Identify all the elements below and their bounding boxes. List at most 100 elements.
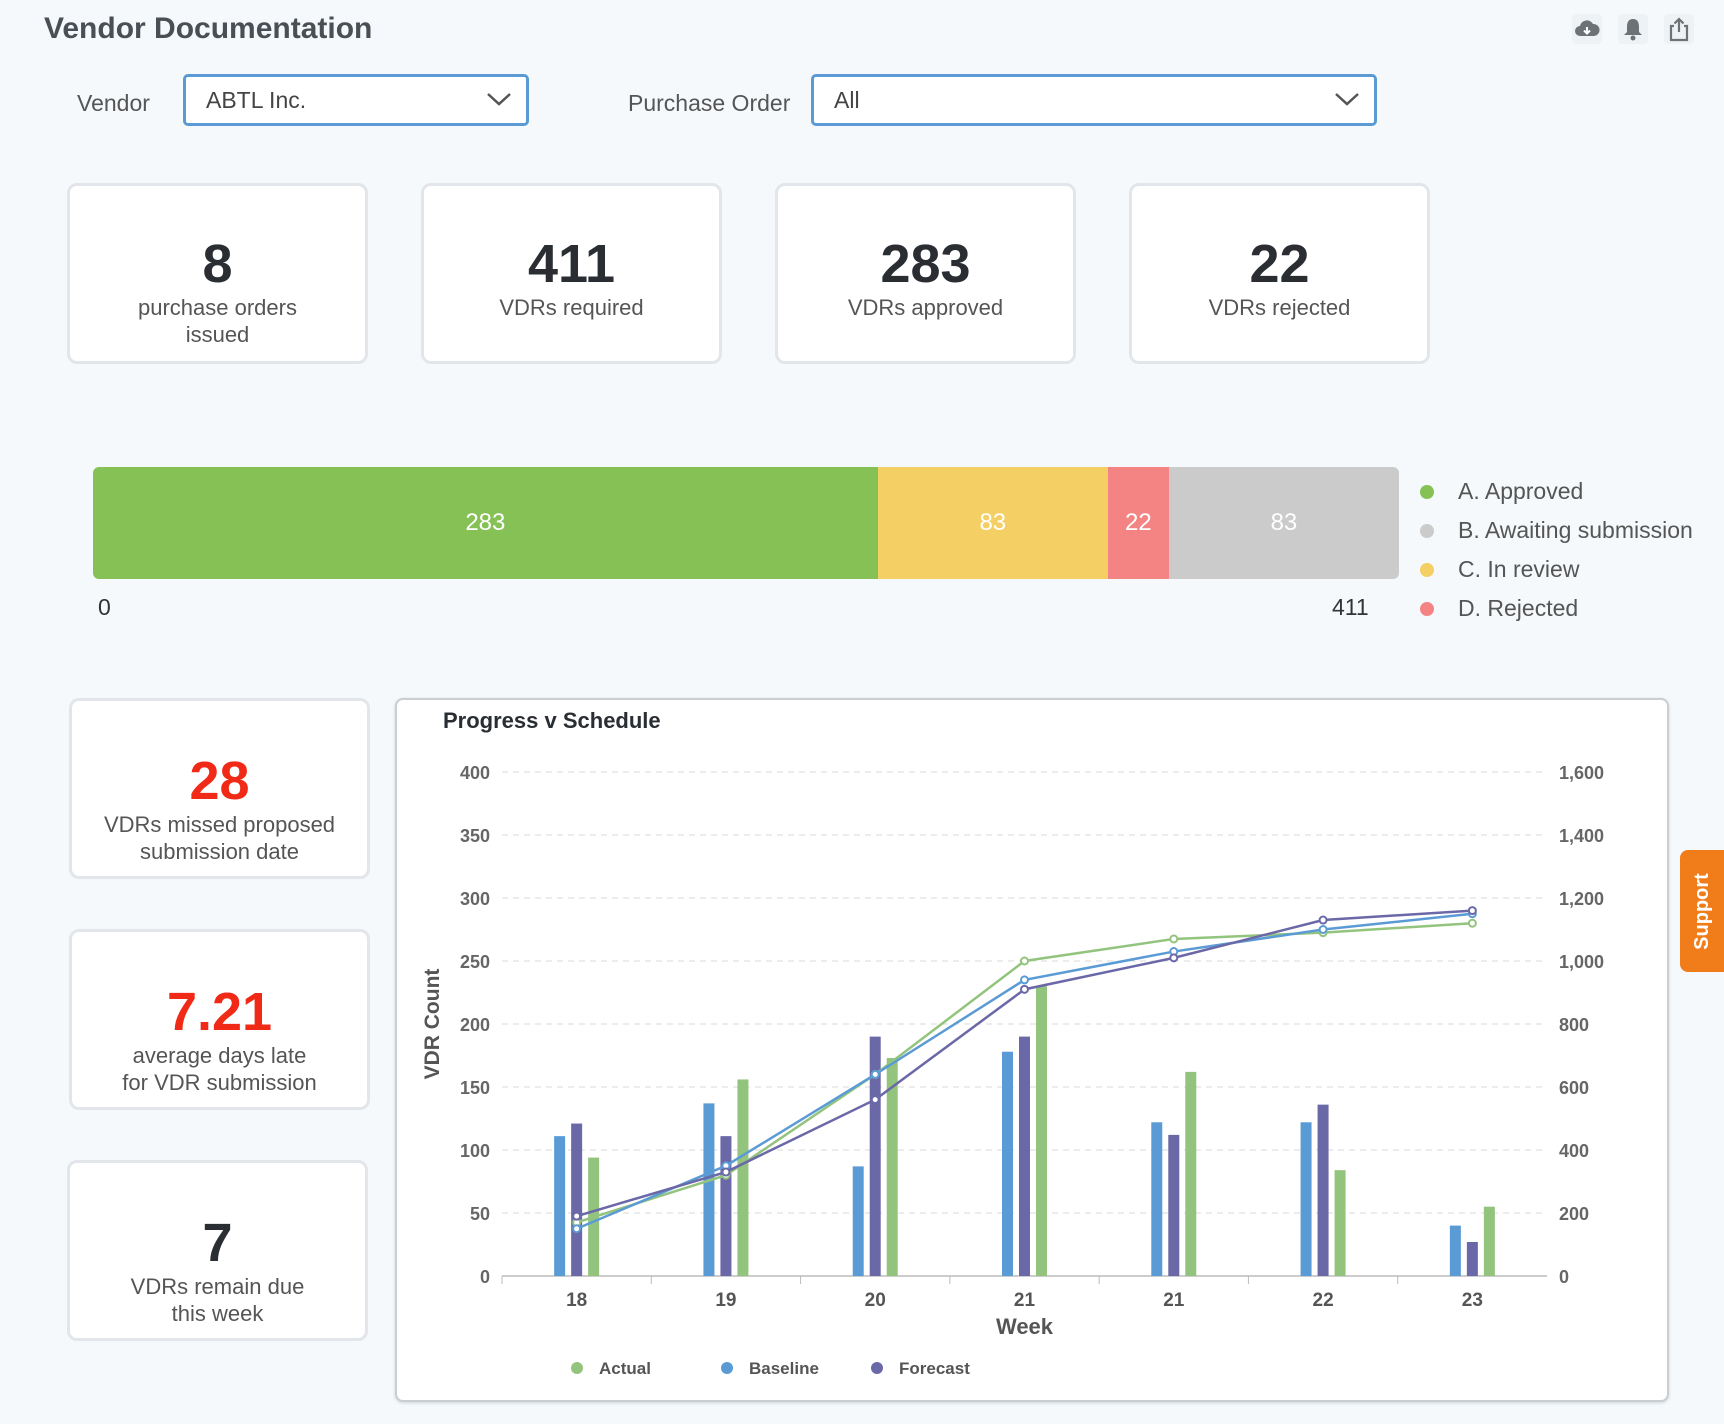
kpi-value: 22 [1249,234,1310,294]
kpi-card-purchase-orders: 8 purchase orders issued [67,183,368,364]
vendor-select[interactable]: ABTL Inc. [183,74,529,126]
legend-label: C. In review [1458,556,1580,582]
chevron-down-icon [487,93,511,106]
point-baseline [1318,925,1328,934]
chart-legend-label: Forecast [899,1359,970,1378]
header-actions [1572,14,1694,44]
status-legend-item: B. Awaiting submission [1420,511,1693,550]
y-tick-label: 200 [460,1015,490,1035]
status-segment-4: 83 [1168,467,1399,579]
y2-tick-label: 600 [1559,1078,1589,1098]
kpi-card-vdrs-required: 411 VDRs required [421,183,722,364]
legend-dot-icon [1420,562,1434,577]
y-tick-label: 50 [470,1204,490,1224]
legend-dot-icon [721,1362,733,1374]
point-forecast [1318,915,1328,925]
kpi-card-due-this-week: 7 VDRs remain due this week [67,1160,368,1341]
kpi-card-missed-dates: 28 VDRs missed proposed submission date [69,698,370,879]
bar-axis-min: 0 [98,594,111,620]
y-tick-label: 250 [460,952,490,972]
bar-forecast [1317,1104,1329,1276]
point-baseline [1020,975,1029,985]
y-tick-label: 0 [480,1267,490,1287]
status-legend: A. Approved B. Awaiting submission C. In r… [1420,472,1693,628]
point-forecast [870,1095,880,1105]
x-tick-label: 19 [715,1290,736,1311]
y2-tick-label: 800 [1559,1015,1589,1035]
point-forecast [1020,984,1029,994]
legend-dot-icon [1420,523,1434,538]
purchase-order-label: Purchase Order [628,90,791,116]
point-baseline [572,1224,582,1234]
share-icon[interactable] [1664,14,1694,44]
y-axis-label: VDR Count [421,969,444,1080]
kpi-label: purchase orders issued [138,295,297,347]
bar-baseline [1002,1051,1013,1276]
progress-chart-card: Progress v Schedule 0 0 50 200 100 400 150 600 20… [395,698,1669,1402]
legend-dot-icon [1420,484,1434,499]
y2-tick-label: 200 [1559,1204,1589,1224]
kpi-label: VDRs required [499,295,644,320]
purchase-order-select-value: All [834,87,860,113]
kpi-label: VDRs remain due this week [130,1274,305,1326]
kpi-value: 7.21 [166,982,273,1042]
y-tick-label: 150 [460,1078,490,1098]
status-segment-1: 283 [93,467,878,579]
point-forecast [1467,906,1477,916]
point-actual [1169,934,1179,944]
bar-forecast [1466,1241,1478,1276]
cloud-download-icon[interactable] [1572,14,1602,44]
kpi-card-vdrs-rejected: 22 VDRs rejected [1129,183,1430,364]
kpi-card-average-days-late: 7.21 average days late for VDR submissio… [69,929,370,1110]
bar-baseline [554,1136,566,1276]
bar-actual [886,1058,898,1276]
point-baseline [870,1069,880,1079]
purchase-order-select[interactable]: All [811,74,1377,126]
chart-legend-label: Baseline [749,1359,819,1378]
kpi-label: VDRs approved [847,295,1004,320]
legend-dot-icon [1420,601,1434,616]
kpi-value: 7 [202,1213,233,1273]
y-tick-label: 400 [460,763,490,783]
status-segment-2: 83 [877,467,1108,579]
legend-label: D. Rejected [1458,595,1579,621]
point-actual [1020,956,1029,966]
page-title: Vendor Documentation [44,12,373,45]
kpi-value: 411 [527,234,616,294]
x-tick-label: 23 [1462,1290,1483,1311]
status-legend-item: D. Rejected [1420,589,1693,628]
status-segment-3: 22 [1107,467,1169,579]
y2-tick-label: 1,200 [1559,889,1604,909]
kpi-card-vdrs-approved: 283 VDRs approved [775,183,1076,364]
y-tick-label: 350 [460,826,490,846]
chevron-down-icon [1335,93,1359,106]
point-forecast [572,1211,582,1221]
point-forecast [1169,953,1179,963]
y2-tick-label: 0 [1559,1267,1569,1287]
x-tick-label: 20 [865,1290,886,1311]
x-axis-label: Week [996,1314,1054,1339]
status-stacked-bar: 283 83 22 83 [93,467,1399,579]
kpi-label: average days late for VDR submission [122,1043,317,1095]
status-legend-item: A. Approved [1420,472,1693,511]
support-label: Support [1690,872,1713,950]
bar-baseline [852,1166,864,1276]
bar-forecast [571,1123,583,1276]
status-legend-item: C. In review [1420,550,1693,589]
bar-forecast [720,1136,732,1276]
bar-forecast [1168,1134,1180,1276]
x-tick-label: 21 [1163,1290,1185,1311]
support-tab[interactable]: Support [1680,850,1724,972]
y2-tick-label: 1,000 [1559,952,1604,972]
kpi-value: 283 [880,234,971,294]
y-tick-label: 300 [460,889,490,909]
x-tick-label: 18 [566,1290,587,1311]
chart-title: Progress v Schedule [443,708,661,733]
kpi-value: 28 [189,751,250,811]
y-tick-label: 100 [460,1141,490,1161]
y2-tick-label: 1,400 [1559,826,1604,846]
bar-baseline [1449,1225,1461,1276]
bell-icon[interactable] [1618,14,1648,44]
x-tick-label: 22 [1313,1290,1334,1311]
y2-tick-label: 400 [1559,1141,1589,1161]
